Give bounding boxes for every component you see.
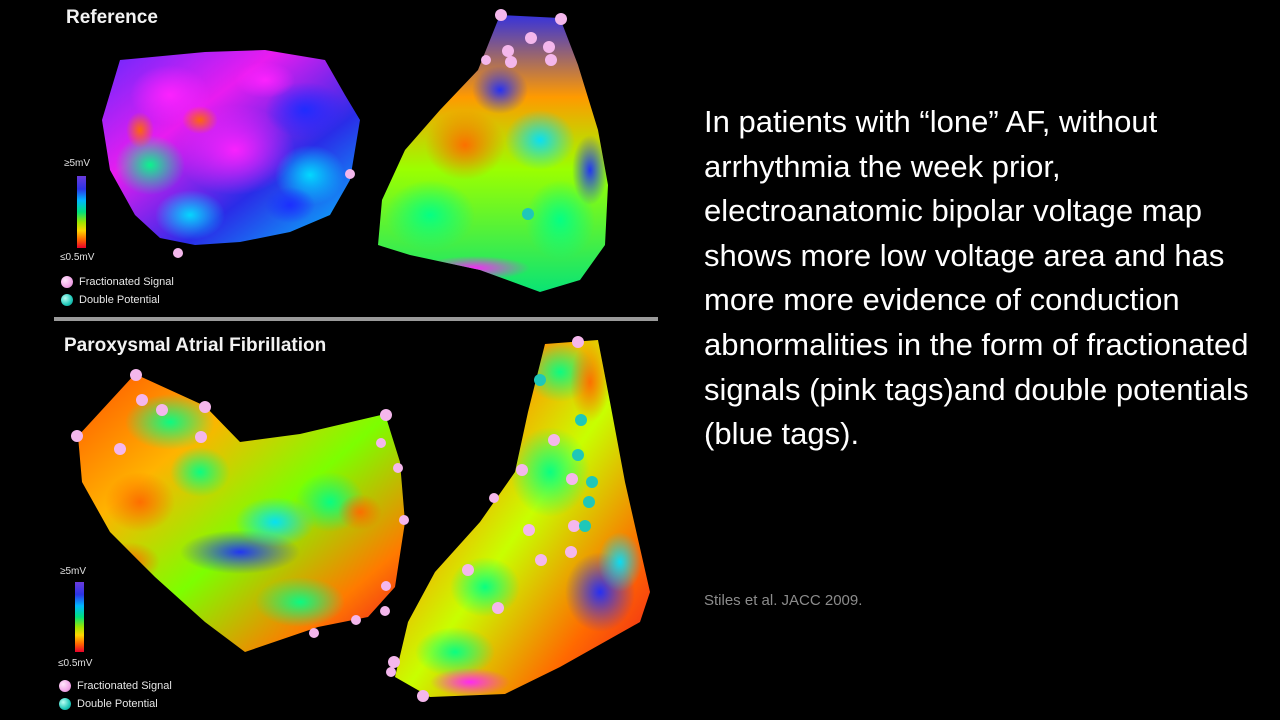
fractionated-signal-marker (59, 680, 71, 692)
panel-title-reference: Reference (66, 7, 158, 28)
fractionated-signal-marker (61, 276, 73, 288)
scale-min-label: ≤0.5mV (58, 658, 93, 669)
panel-title-paroxysmal-af: Paroxysmal Atrial Fibrillation (64, 335, 327, 356)
paroxysmal-tags (71, 336, 598, 702)
scale-max-label: ≥5mV (60, 566, 87, 577)
citation: Stiles et al. JACC 2009. (704, 592, 863, 609)
double-potential-marker (61, 294, 73, 306)
legend-fractionated-signal: Fractionated Signal (61, 276, 174, 288)
paroxysmal-af-voltage-maps (71, 336, 650, 702)
reference-tags (173, 9, 567, 258)
voltage-scale-bar (75, 582, 84, 652)
slide-caption: In patients with “lone” AF, without arrh… (704, 104, 1249, 452)
reference-panel: Reference (0, 0, 660, 318)
voltage-map-figure: Reference (0, 0, 660, 720)
legend-fractionated-signal: Fractionated Signal (59, 680, 172, 692)
paroxysmal-af-panel: Paroxysmal Atrial Fibrillation (0, 322, 660, 720)
scale-max-label: ≥5mV (64, 158, 91, 169)
voltage-scale-bar (77, 176, 86, 248)
paroxysmal-map-anterior (78, 374, 405, 652)
reference-voltage-maps (102, 9, 608, 292)
double-potential-marker (59, 698, 71, 710)
legend-double-potential: Double Potential (59, 698, 158, 710)
panel-divider (54, 317, 658, 321)
reference-map-posterior (378, 15, 608, 292)
legend-double-potential: Double Potential (61, 294, 160, 306)
paroxysmal-map-posterior (395, 340, 650, 697)
scale-min-label: ≤0.5mV (60, 252, 95, 263)
reference-map-anterior (102, 50, 360, 245)
